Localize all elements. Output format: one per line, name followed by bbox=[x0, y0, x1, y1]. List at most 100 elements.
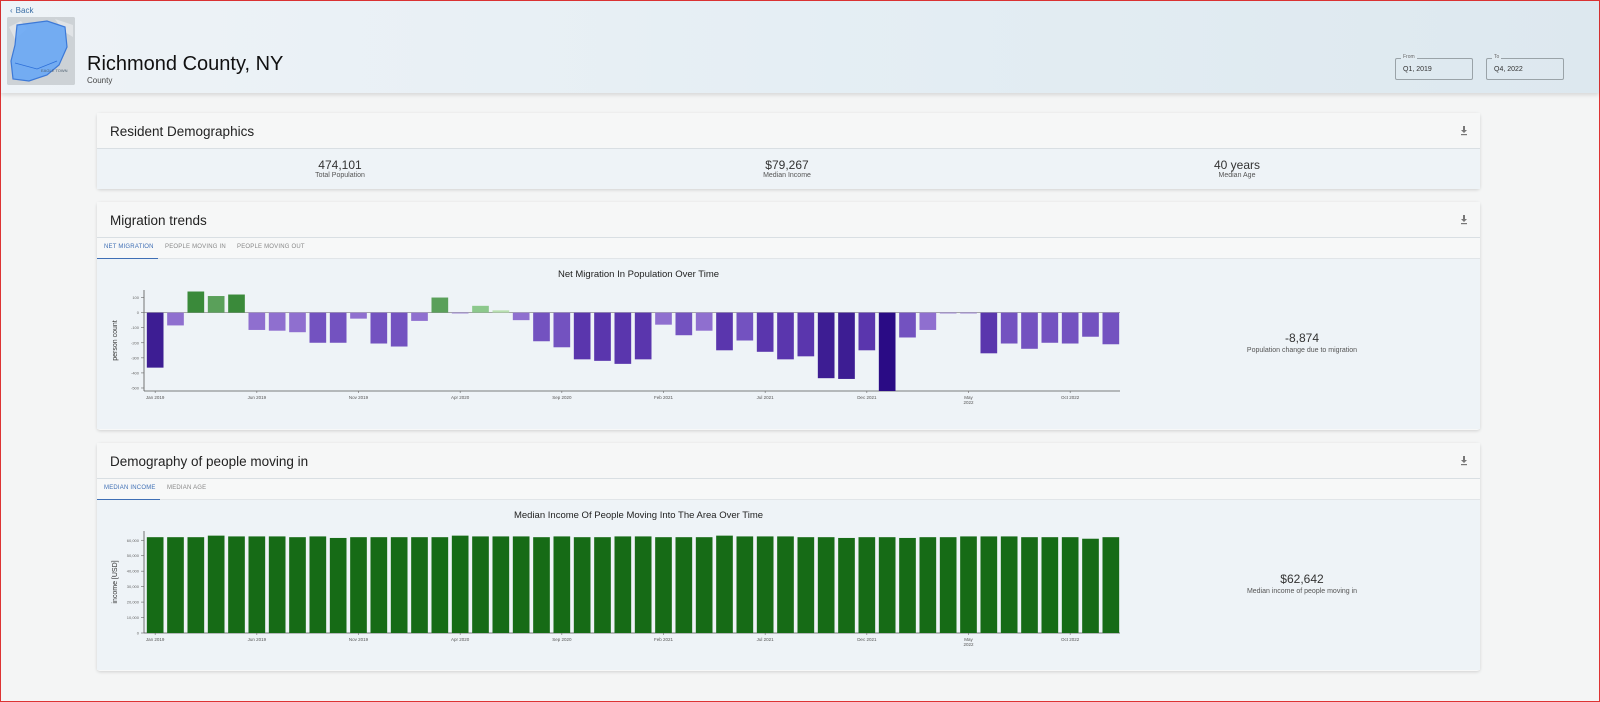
chart-bar bbox=[736, 312, 754, 341]
from-date-field[interactable]: From Q1, 2019 bbox=[1395, 54, 1473, 80]
chart-bar bbox=[655, 537, 672, 633]
chart-bar bbox=[1061, 537, 1079, 633]
card-title: Demography of people moving in bbox=[110, 454, 309, 469]
chart-bar bbox=[451, 535, 469, 633]
chart-bar bbox=[1000, 536, 1018, 633]
chart-bar bbox=[228, 536, 245, 633]
summary-label: Population change due to migration bbox=[1246, 347, 1358, 354]
card-header: Resident Demographics bbox=[97, 113, 1480, 149]
chart-bar bbox=[370, 312, 388, 344]
chart-bar bbox=[207, 296, 225, 313]
x-tick-label: Feb 2021 bbox=[654, 637, 674, 642]
y-tick-label: 50,000 bbox=[127, 553, 140, 558]
y-axis-label: income [USD] bbox=[112, 560, 119, 603]
x-tick-label: Jan 2019 bbox=[146, 637, 165, 642]
chart-bar bbox=[492, 536, 510, 633]
chart-bar bbox=[268, 536, 286, 633]
chart-bar bbox=[228, 294, 245, 313]
chart-bar bbox=[1102, 537, 1120, 633]
chart-bar bbox=[797, 537, 815, 633]
to-value: Q4, 2022 bbox=[1494, 66, 1523, 73]
x-tick-label: Dec 2021 bbox=[857, 637, 877, 642]
chart-bar bbox=[756, 536, 774, 633]
x-tick-label: May bbox=[964, 395, 973, 400]
migration-tabs: NET MIGRATION PEOPLE MOVING IN PEOPLE MO… bbox=[97, 238, 1480, 259]
chart-bar bbox=[838, 537, 855, 633]
resident-demographics-card: Resident Demographics 474,101 Total Popu… bbox=[97, 113, 1480, 189]
x-tick-label: May bbox=[964, 637, 973, 642]
card-title: Resident Demographics bbox=[110, 124, 255, 139]
chart-bar bbox=[390, 537, 408, 633]
stat-value: 474,101 bbox=[318, 158, 362, 172]
x-tick-label: Apr 2020 bbox=[451, 637, 470, 642]
tab-people-moving-in[interactable]: PEOPLE MOVING IN bbox=[165, 244, 226, 250]
county-map-thumbnail[interactable]: EAGLE TOWN i bbox=[7, 17, 75, 85]
chart-bar bbox=[289, 312, 306, 333]
chart-bar bbox=[248, 536, 266, 633]
chart-bar bbox=[167, 312, 184, 326]
x-tick-label: Sep 2020 bbox=[552, 395, 572, 400]
chart-bar bbox=[187, 537, 205, 633]
migration-trends-card: Migration trends NET MIGRATION PEOPLE MO… bbox=[97, 202, 1480, 430]
download-icon[interactable] bbox=[1460, 215, 1468, 225]
chart-bar bbox=[411, 537, 428, 633]
chart-bar bbox=[817, 537, 835, 633]
x-tick-label: Jan 2019 bbox=[146, 395, 165, 400]
chart-bar bbox=[939, 537, 957, 633]
chart-bar bbox=[492, 310, 510, 313]
chart-bar bbox=[472, 305, 489, 313]
chart-bar bbox=[756, 312, 774, 352]
chart-bar bbox=[248, 312, 266, 330]
x-tick-label: Nov 2019 bbox=[349, 395, 369, 400]
chart-bar bbox=[899, 537, 916, 633]
chart-bar bbox=[939, 312, 957, 314]
active-tab-indicator bbox=[97, 499, 160, 500]
net-migration-chart: 100 0 -100 -200 -300 -400 -500 person count Jan … bbox=[112, 290, 1120, 405]
x-tick-label: Nov 2019 bbox=[349, 637, 369, 642]
x-tick-label: Oct 2022 bbox=[1061, 637, 1080, 642]
chart-bar bbox=[878, 312, 896, 391]
chart-bar bbox=[309, 536, 327, 633]
map-label: EAGLE TOWN bbox=[41, 68, 68, 73]
x-tick-label: Feb 2021 bbox=[654, 395, 674, 400]
tab-median-income[interactable]: MEDIAN INCOME bbox=[104, 485, 156, 491]
inbound-demography-card: Demography of people moving in MEDIAN IN… bbox=[97, 443, 1480, 671]
stat-value: 40 years bbox=[1213, 158, 1261, 172]
chart-bar bbox=[451, 312, 469, 314]
tab-net-migration[interactable]: NET MIGRATION bbox=[104, 244, 154, 250]
card-header: Demography of people moving in bbox=[97, 443, 1480, 479]
chart-bar bbox=[553, 312, 571, 348]
chart-bar bbox=[594, 537, 611, 633]
stat-label: Median Income bbox=[763, 172, 811, 179]
y-tick-label: -500 bbox=[131, 385, 140, 390]
stat-label: Median Age bbox=[1218, 172, 1256, 179]
download-icon[interactable] bbox=[1460, 126, 1468, 136]
back-link[interactable]: ‹ Back bbox=[10, 6, 33, 15]
y-axis-label: person count bbox=[112, 320, 119, 361]
to-date-field[interactable]: To Q4, 2022 bbox=[1486, 54, 1564, 80]
chart-bar bbox=[655, 312, 672, 325]
y-tick-label: -400 bbox=[131, 370, 140, 375]
chart-bar bbox=[309, 312, 327, 343]
y-tick-label: 0 bbox=[137, 310, 140, 315]
x-tick-label: Dec 2021 bbox=[857, 395, 877, 400]
tab-people-moving-out[interactable]: PEOPLE MOVING OUT bbox=[237, 244, 305, 250]
tab-median-age[interactable]: MEDIAN AGE bbox=[167, 485, 207, 491]
chart-bar bbox=[533, 312, 550, 342]
chart-bar bbox=[878, 537, 896, 633]
x-tick-label-year: 2022 bbox=[963, 642, 974, 647]
chart-bar bbox=[146, 312, 164, 368]
median-income-chart-area: Median Income Of People Moving Into The … bbox=[97, 500, 1480, 670]
y-tick-label: 60,000 bbox=[127, 538, 140, 543]
back-label: Back bbox=[15, 6, 34, 15]
chart-bar bbox=[960, 536, 977, 633]
chart-bar bbox=[634, 312, 652, 360]
download-icon[interactable] bbox=[1460, 456, 1468, 466]
chart-bar bbox=[919, 537, 937, 633]
chart-bar bbox=[431, 537, 449, 633]
y-tick-label: -200 bbox=[131, 340, 140, 345]
chart-bar bbox=[899, 312, 916, 338]
x-tick-label: Jul 2021 bbox=[757, 637, 775, 642]
chart-bar bbox=[329, 537, 347, 633]
y-tick-label: 40,000 bbox=[127, 569, 140, 574]
